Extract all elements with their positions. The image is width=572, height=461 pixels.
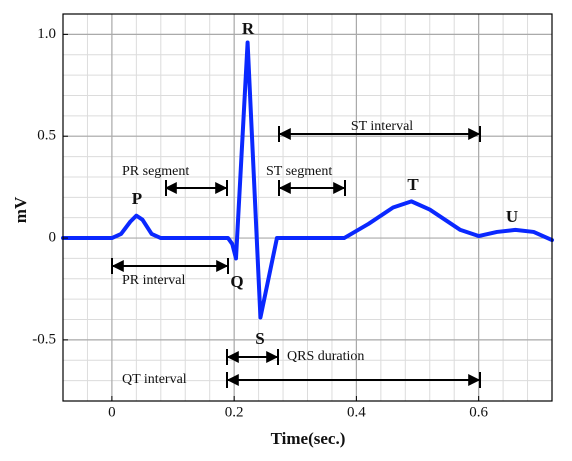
annotation: QT interval [122, 372, 187, 387]
annotation: ST segment [266, 164, 332, 179]
y-tick-label: 0 [49, 229, 57, 245]
wave-label: U [506, 207, 518, 226]
y-axis-label: mV [11, 196, 30, 223]
wave-label: S [255, 329, 264, 348]
x-axis-label: Time(sec.) [271, 429, 346, 448]
annotation: PR segment [122, 164, 189, 179]
annotation: PR interval [122, 273, 185, 288]
frame [62, 13, 553, 402]
x-tick-label: 0 [108, 404, 116, 420]
x-tick-label: 0.4 [347, 404, 366, 420]
y-tick-label: -0.5 [32, 331, 56, 347]
x-tick-label: 0.6 [469, 404, 488, 420]
annotation: ST interval [351, 119, 413, 134]
wave-label: R [242, 19, 255, 38]
annotation: QRS duration [287, 349, 364, 364]
wave-label: Q [230, 272, 243, 291]
y-tick-label: 0.5 [37, 128, 56, 144]
x-tick-label: 0.2 [225, 404, 244, 420]
ecg-line [61, 40, 554, 320]
wave-label: P [132, 189, 142, 208]
y-tick-label: 1.0 [37, 26, 56, 42]
wave-label: T [407, 175, 419, 194]
annotation-arrows [111, 126, 481, 388]
plot [61, 40, 554, 320]
